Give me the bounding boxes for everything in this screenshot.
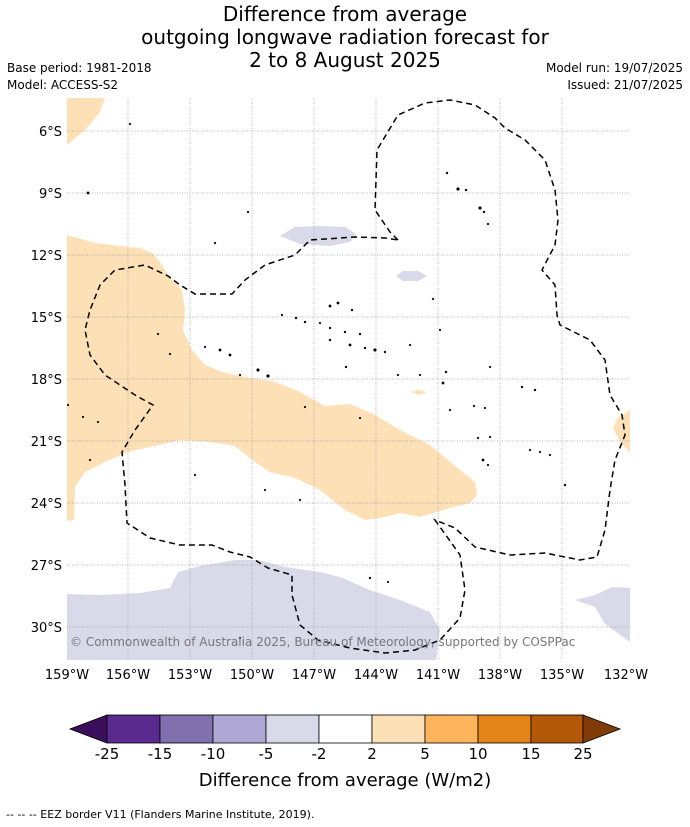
model-name: Model: ACCESS-S2 <box>7 78 119 92</box>
lon-tick-label: 132°W <box>604 668 648 683</box>
title-line-2: outgoing longwave radiation forecast for <box>141 25 549 49</box>
negative-anomaly-region <box>67 560 440 660</box>
colorbar-label: -5 <box>258 745 274 763</box>
latitude-ticks: 6°S 9°S 12°S 15°S 18°S 21°S 24°S 27°S 30… <box>31 125 62 636</box>
colorbar-segment <box>265 714 320 744</box>
lat-tick-label: 9°S <box>39 187 62 202</box>
colorbar <box>68 714 622 744</box>
colorbar-min-extension <box>68 714 108 744</box>
colorbar-max-extension <box>582 714 622 744</box>
lon-tick-label: 153°W <box>168 668 212 683</box>
grid-lines <box>67 98 630 660</box>
colorbar-label: 25 <box>573 745 593 763</box>
colorbar-segment <box>424 714 479 744</box>
colorbar-label: -10 <box>200 745 226 763</box>
map-area: © Commonwealth of Australia 2025, Bureau… <box>67 98 630 660</box>
positive-anomaly-region <box>613 410 630 453</box>
map-copyright: © Commonwealth of Australia 2025, Bureau… <box>70 635 575 649</box>
eez-legend-footer: -- -- -- EEZ border V11 (Flanders Marine… <box>6 808 315 821</box>
eez-border <box>84 99 626 654</box>
colorbar-label: 2 <box>367 745 377 763</box>
base-period: Base period: 1981-2018 <box>7 61 152 75</box>
lat-tick-label: 21°S <box>31 435 62 450</box>
islands <box>67 122 567 640</box>
negative-anomaly-region <box>396 271 427 281</box>
colorbar-label: 5 <box>420 745 430 763</box>
lon-tick-label: 138°W <box>478 668 522 683</box>
colorbar-segment <box>106 714 161 744</box>
lat-tick-label: 27°S <box>31 559 62 574</box>
colorbar-label: -25 <box>94 745 120 763</box>
colorbar-segment <box>159 714 214 744</box>
lat-tick-label: 12°S <box>31 249 62 264</box>
lon-tick-label: 135°W <box>540 668 584 683</box>
colorbar-segment <box>212 714 267 744</box>
title-line-3: 2 to 8 August 2025 <box>249 48 441 72</box>
longitude-ticks: 159°W 156°W 153°W 150°W 147°W 144°W 141°… <box>45 668 648 683</box>
lat-tick-label: 6°S <box>39 125 62 140</box>
lat-tick-label: 30°S <box>31 621 62 636</box>
colorbar-label: 10 <box>468 745 488 763</box>
positive-anomaly-region <box>67 98 105 145</box>
colorbar-label: -15 <box>147 745 173 763</box>
colorbar-segment <box>318 714 373 744</box>
colorbar-title: Difference from average (W/m2) <box>198 770 492 791</box>
colorbar-label: 15 <box>521 745 541 763</box>
model-run: Model run: 19/07/2025 <box>545 61 683 75</box>
title-line-1: Difference from average <box>222 2 468 26</box>
positive-anomaly-region <box>67 235 477 521</box>
colorbar-label: -2 <box>311 745 327 763</box>
lon-tick-label: 147°W <box>292 668 336 683</box>
colorbar-segment <box>371 714 426 744</box>
negative-anomaly-region <box>575 587 630 642</box>
lon-tick-label: 159°W <box>45 668 89 683</box>
lon-tick-label: 156°W <box>106 668 150 683</box>
lat-tick-label: 18°S <box>31 373 62 388</box>
lon-tick-label: 150°W <box>230 668 274 683</box>
lat-tick-label: 15°S <box>31 311 62 326</box>
issued-date: Issued: 21/07/2025 <box>567 78 683 92</box>
colorbar-segment <box>477 714 532 744</box>
negative-anomaly-region <box>280 226 356 246</box>
lon-tick-label: 144°W <box>354 668 398 683</box>
lat-tick-label: 24°S <box>31 497 62 512</box>
colorbar-segment <box>530 714 584 744</box>
positive-anomaly-region <box>410 390 427 395</box>
lon-tick-label: 141°W <box>416 668 460 683</box>
